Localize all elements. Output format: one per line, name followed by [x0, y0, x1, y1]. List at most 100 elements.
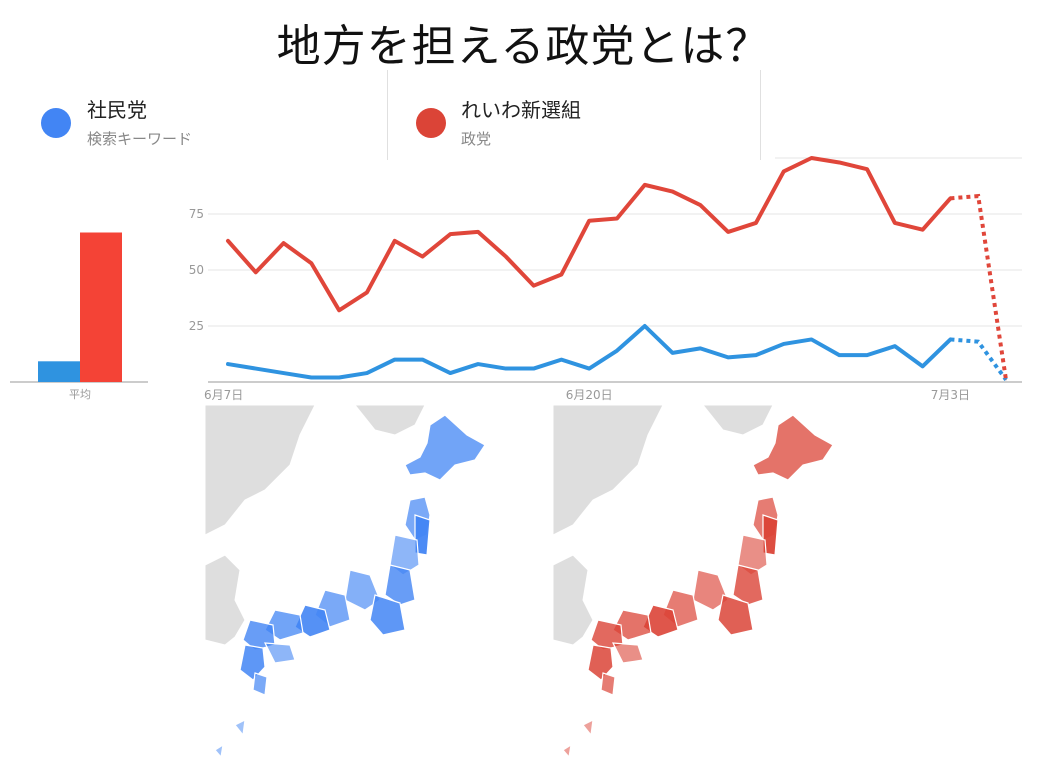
page-title: 地方を担える政党とは？: [276, 21, 771, 72]
prefecture-region-shamin[interactable]: [239, 644, 266, 681]
prefecture-region-shamin[interactable]: [252, 672, 268, 696]
prefecture-region-reiwa[interactable]: [562, 743, 572, 759]
data-point: [394, 240, 396, 242]
neighbor-land: [354, 405, 426, 436]
data-point: [783, 343, 785, 345]
data-point: [727, 231, 729, 233]
neighbor-land: [205, 405, 316, 536]
data-point: [588, 368, 590, 370]
legend-subtitle: 検索キーワード: [87, 130, 193, 148]
data-point: [338, 309, 340, 311]
neighbor-land: [702, 405, 774, 436]
prefecture-region-reiwa[interactable]: [600, 672, 616, 696]
data-point: [866, 168, 868, 170]
japan-map-reiwa: [553, 405, 834, 759]
prefecture-region-shamin[interactable]: [404, 414, 486, 481]
data-point: [922, 365, 924, 367]
data-point: [922, 229, 924, 231]
data-point: [449, 233, 451, 235]
data-point: [783, 170, 785, 172]
data-point: [977, 341, 979, 343]
data-point: [616, 350, 618, 352]
series-partial-reiwa: [950, 193, 1008, 381]
legend-dot-blue: [41, 108, 71, 138]
y-tick-label: 25: [189, 319, 204, 333]
data-point: [644, 325, 646, 327]
prefecture-region-shamin[interactable]: [234, 718, 246, 737]
data-point: [477, 231, 479, 233]
trend-line-chart: 25 50 75 6月7日 6月20日 7月3日: [189, 156, 1022, 402]
prefecture-region-shamin[interactable]: [389, 534, 420, 576]
data-point: [338, 377, 340, 379]
data-point: [894, 345, 896, 347]
avg-label: 平均: [69, 388, 91, 401]
data-point: [838, 354, 840, 356]
neighbor-land: [553, 405, 664, 536]
legend-subtitle: 政党: [461, 130, 492, 148]
legend-name: 社民党: [87, 98, 147, 122]
legend-name: れいわ新選組: [461, 98, 581, 122]
data-point: [588, 220, 590, 222]
japan-map-shamin: [205, 405, 486, 759]
series-line-reiwa: [226, 156, 953, 313]
data-point: [949, 338, 951, 340]
neighbor-land: [205, 554, 246, 646]
series-partial-shamin: [950, 337, 1008, 381]
data-point: [838, 161, 840, 163]
data-point: [310, 377, 312, 379]
data-point: [310, 262, 312, 264]
data-point: [422, 359, 423, 361]
data-point: [672, 352, 674, 354]
avg-bar-shamin: [38, 361, 80, 382]
data-point: [672, 191, 674, 193]
x-tick-label: 7月3日: [931, 388, 970, 402]
data-point: [505, 256, 507, 258]
prefecture-region-reiwa[interactable]: [590, 619, 624, 651]
prefecture-region-reiwa[interactable]: [582, 718, 594, 737]
avg-bar-reiwa: [80, 232, 122, 382]
legend-card-reiwa[interactable]: れいわ新選組 政党: [387, 70, 761, 160]
data-point: [977, 195, 979, 197]
data-point: [699, 204, 701, 206]
data-point: [227, 363, 229, 365]
data-point: [255, 271, 257, 273]
data-point: [366, 372, 368, 374]
y-tick-label: 50: [189, 263, 204, 277]
prefecture-region-reiwa[interactable]: [752, 414, 834, 481]
data-point: [533, 285, 535, 287]
prefecture-region-shamin[interactable]: [242, 619, 276, 651]
prefecture-region-reiwa[interactable]: [717, 594, 754, 636]
data-point: [255, 368, 257, 370]
prefecture-region-reiwa[interactable]: [611, 642, 644, 664]
data-point: [505, 368, 507, 370]
data-point: [449, 372, 451, 374]
prefecture-region-reiwa[interactable]: [732, 564, 764, 606]
data-point: [366, 291, 368, 293]
legend-card-shamin[interactable]: 社民党 検索キーワード: [25, 70, 385, 160]
data-point: [560, 273, 562, 275]
data-point: [755, 354, 757, 356]
average-bar-chart: 平均: [10, 232, 148, 401]
data-point: [227, 240, 229, 242]
data-point: [811, 157, 812, 159]
data-point: [477, 363, 479, 365]
data-point: [727, 356, 729, 358]
data-point: [755, 222, 757, 224]
prefecture-region-shamin[interactable]: [369, 594, 406, 636]
data-point: [533, 368, 535, 370]
data-point: [616, 217, 618, 219]
x-tick-label: 6月7日: [204, 388, 243, 402]
prefecture-region-shamin[interactable]: [384, 564, 416, 606]
data-point: [422, 256, 423, 258]
prefecture-region-shamin[interactable]: [263, 642, 296, 664]
prefecture-region-shamin[interactable]: [214, 743, 224, 759]
data-point: [866, 354, 868, 356]
data-point: [811, 338, 812, 340]
data-point: [1005, 379, 1007, 381]
neighbor-land: [553, 554, 594, 646]
data-point: [644, 184, 646, 186]
data-point: [283, 372, 285, 374]
prefecture-region-reiwa[interactable]: [737, 534, 768, 576]
y-tick-label: 75: [189, 207, 204, 221]
prefecture-region-reiwa[interactable]: [587, 644, 614, 681]
